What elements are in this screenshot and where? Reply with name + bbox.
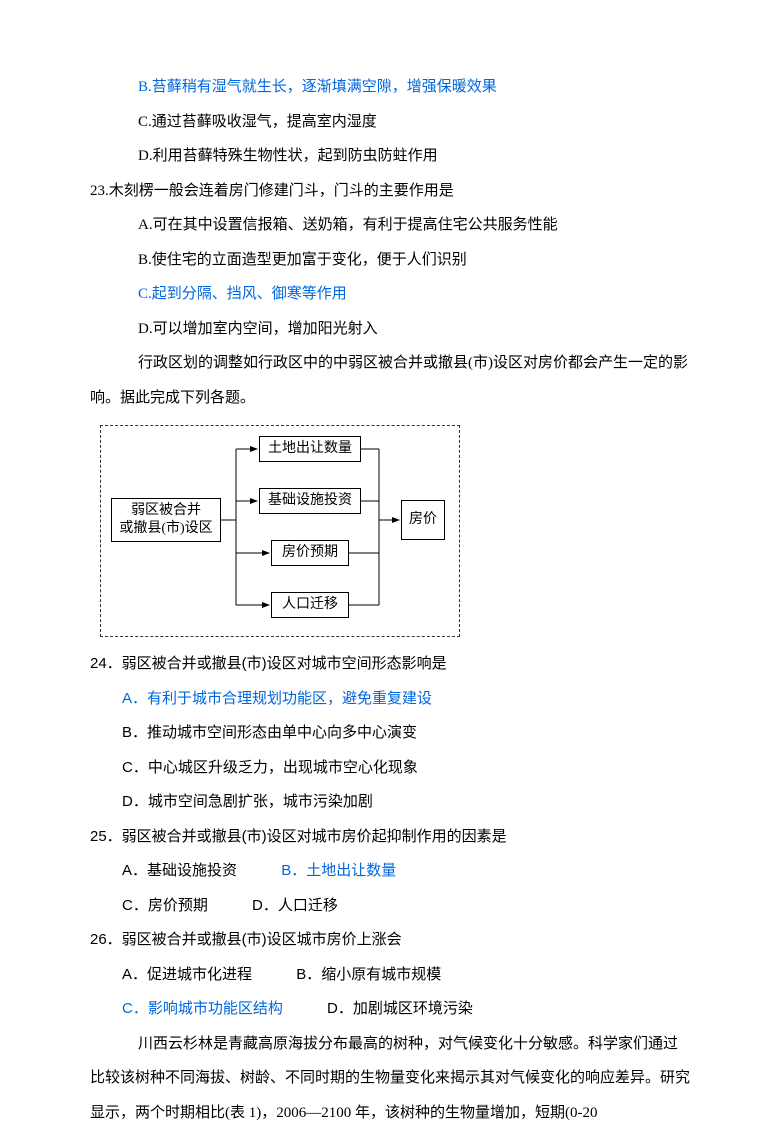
q24-option-d: D．城市空间急剧扩张，城市污染加剧 <box>90 785 690 820</box>
prev-option-c: C.通过苔藓吸收湿气，提高室内湿度 <box>90 105 690 140</box>
q26-stem: 26．弱区被合并或撤县(市)设区城市房价上涨会 <box>90 923 690 958</box>
prev-option-d: D.利用苔藓特殊生物性状，起到防虫防蛀作用 <box>90 139 690 174</box>
q25-option-c: C．房价预期 <box>122 889 208 924</box>
q25-option-row1: A．基础设施投资 B．土地出让数量 <box>90 854 690 889</box>
q23-option-a: A.可在其中设置信报箱、送奶箱，有利于提高住宅公共服务性能 <box>90 208 690 243</box>
q24-option-c: C．中心城区升级乏力，出现城市空心化现象 <box>90 751 690 786</box>
q25-option-d: D．人口迁移 <box>252 889 338 924</box>
q25-option-a: A．基础设施投资 <box>122 854 237 889</box>
q23-option-d: D.可以增加室内空间，增加阳光射入 <box>90 312 690 347</box>
q26-option-row1: A．促进城市化进程 B．缩小原有城市规模 <box>90 958 690 993</box>
q23-option-b: B.使住宅的立面造型更加富于变化，便于人们识别 <box>90 243 690 278</box>
q26-option-b: B．缩小原有城市规模 <box>296 958 441 993</box>
q23-stem: 23.木刻楞一般会连着房门修建门斗，门斗的主要作用是 <box>90 174 690 209</box>
passage-stem-2: 川西云杉林是青藏高原海拔分布最高的树种，对气候变化十分敏感。科学家们通过比较该树… <box>90 1027 690 1130</box>
q23-option-c: C.起到分隔、挡风、御寒等作用 <box>90 277 690 312</box>
flow-diagram: 弱区被合并 或撤县(市)设区 土地出让数量 基础设施投资 房价预期 人口迁移 房… <box>100 425 460 637</box>
q25-option-b: B．土地出让数量 <box>281 854 396 889</box>
q25-option-row2: C．房价预期 D．人口迁移 <box>90 889 690 924</box>
q25-stem: 25．弱区被合并或撤县(市)设区对城市房价起抑制作用的因素是 <box>90 820 690 855</box>
q26-option-row2: C．影响城市功能区结构 D．加剧城区环境污染 <box>90 992 690 1027</box>
q26-option-a: A．促进城市化进程 <box>122 958 252 993</box>
diagram-arrows <box>111 436 451 626</box>
q26-option-c: C．影响城市功能区结构 <box>122 992 283 1027</box>
q24-option-a: A．有利于城市合理规划功能区，避免重复建设 <box>90 682 690 717</box>
passage-stem-1: 行政区划的调整如行政区中的中弱区被合并或撤县(市)设区对房价都会产生一定的影响。… <box>90 346 690 415</box>
q26-option-d: D．加剧城区环境污染 <box>327 992 473 1027</box>
q24-stem: 24．弱区被合并或撤县(市)设区对城市空间形态影响是 <box>90 647 690 682</box>
q24-option-b: B．推动城市空间形态由单中心向多中心演变 <box>90 716 690 751</box>
prev-option-b: B.苔藓稍有湿气就生长，逐渐填满空隙，增强保暖效果 <box>90 70 690 105</box>
